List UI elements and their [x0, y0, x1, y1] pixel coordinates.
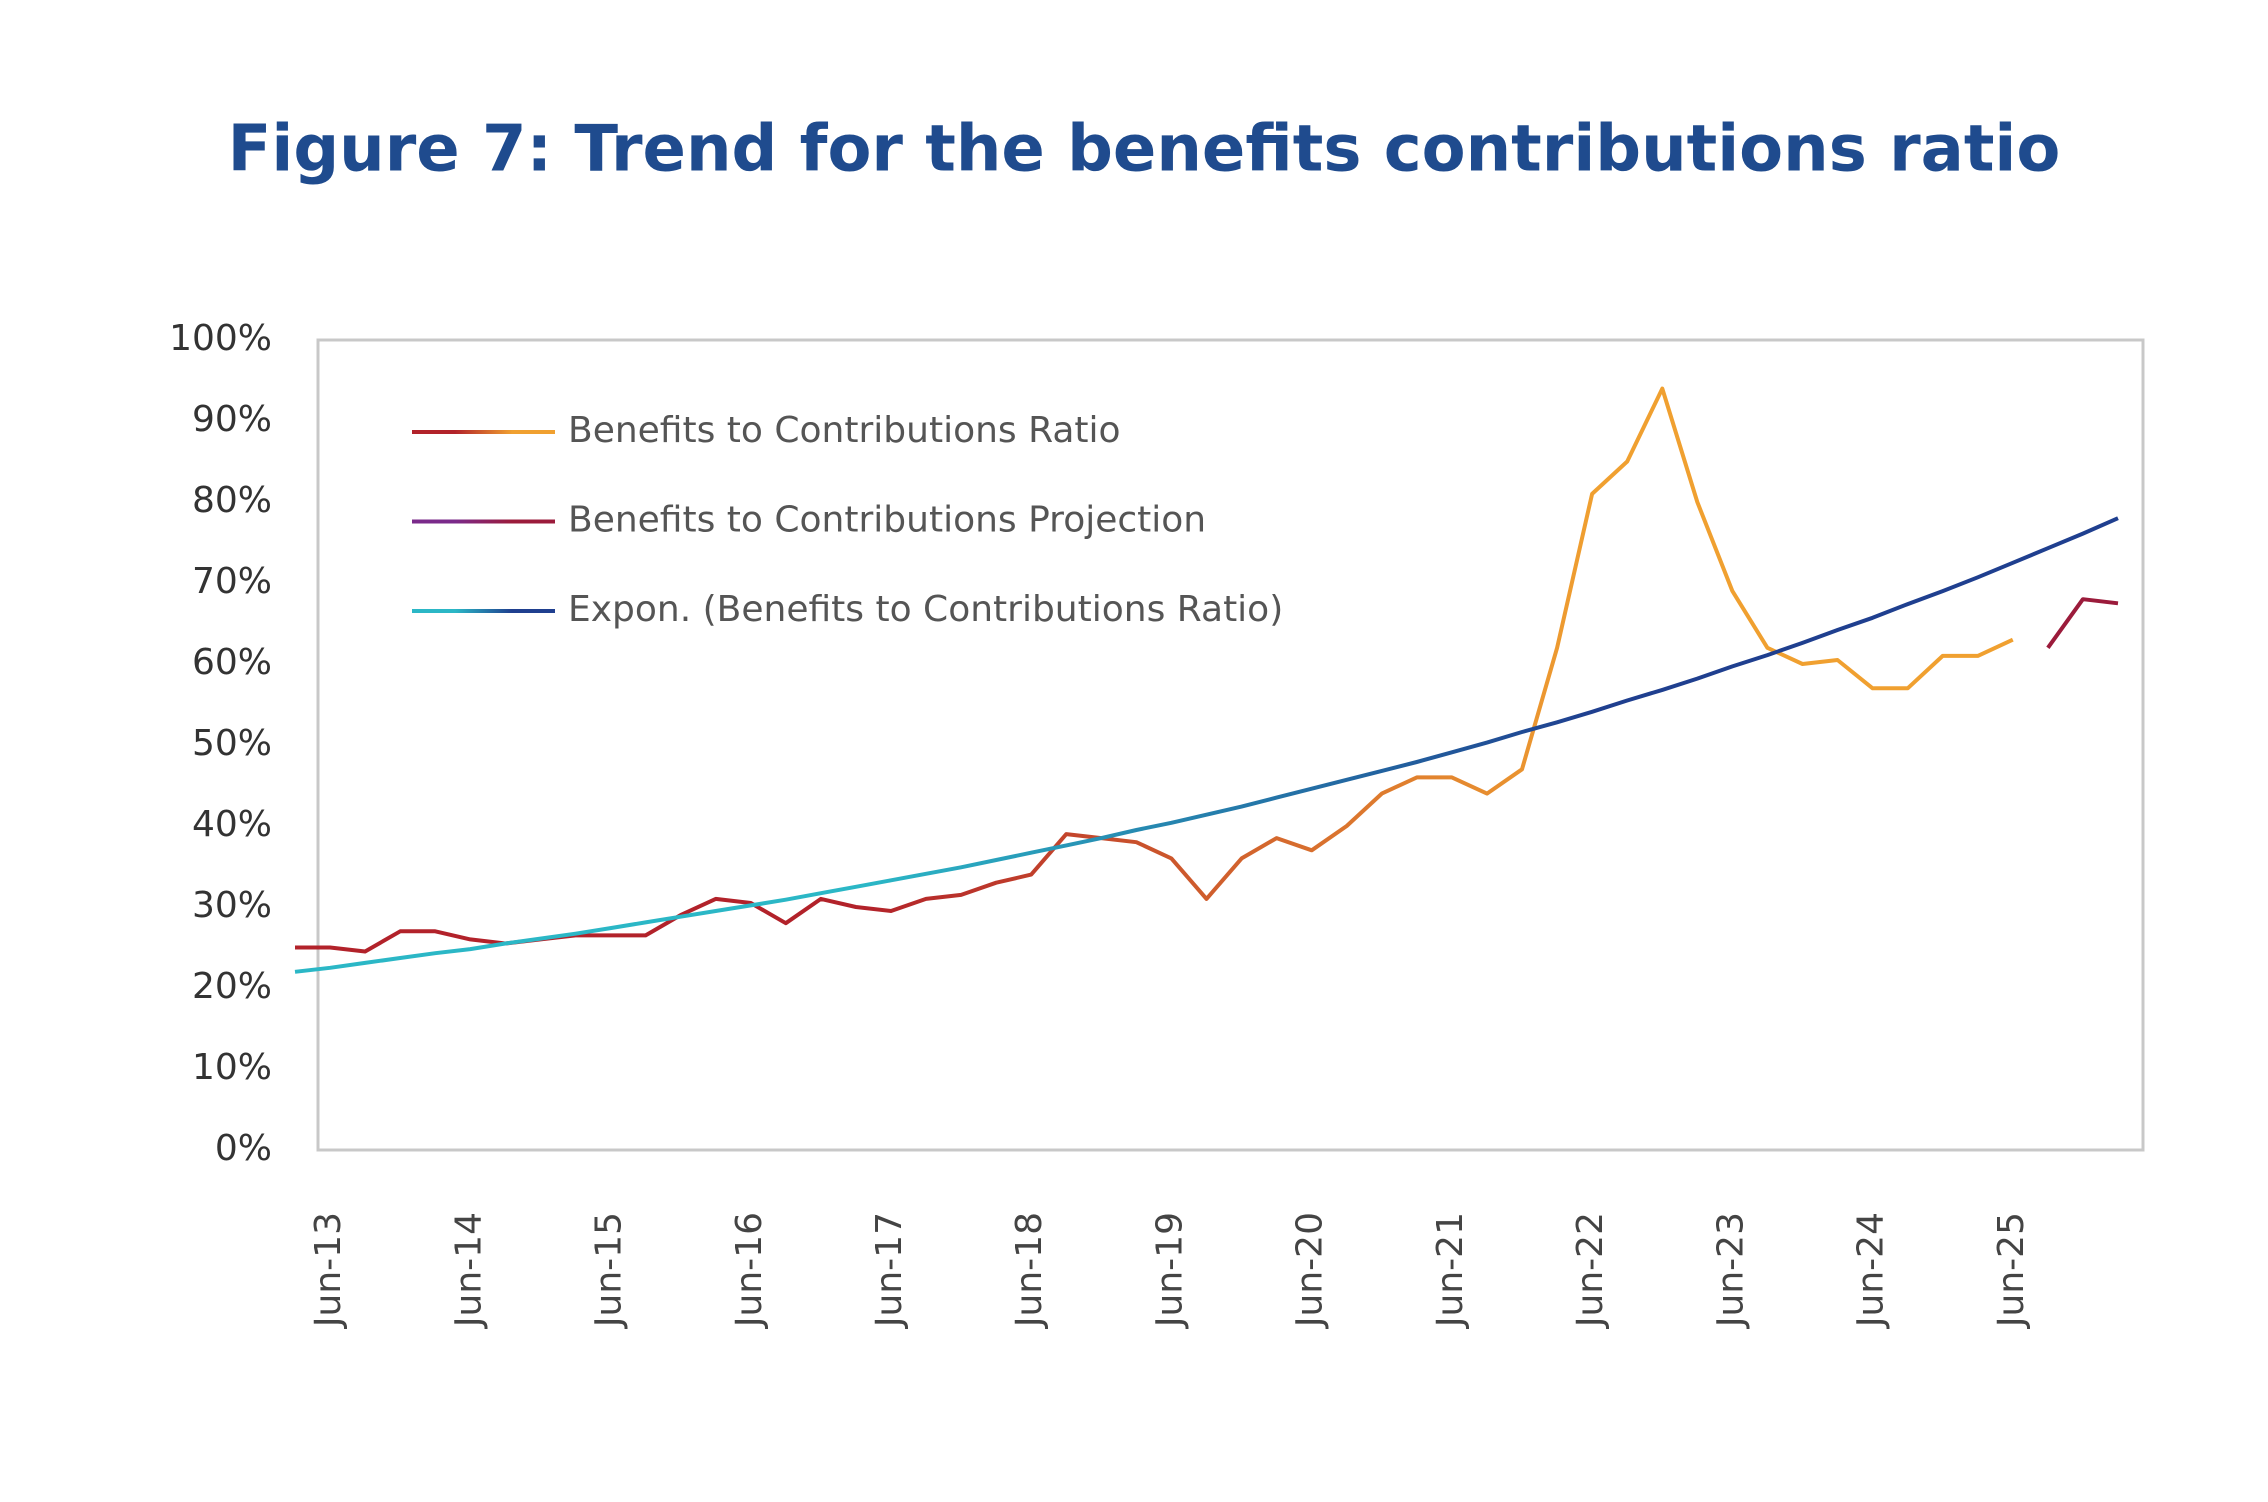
- y-tick-label: 50%: [192, 723, 272, 764]
- series-line: [2046, 597, 2119, 649]
- y-tick-label: 20%: [192, 966, 272, 1007]
- series-line: [294, 516, 2119, 974]
- x-tick-label: Jun-20: [1290, 1212, 1331, 1329]
- y-tick-label: 70%: [192, 561, 272, 602]
- y-tick-label: 60%: [192, 642, 272, 683]
- x-tick-label: Jun-25: [1991, 1212, 2032, 1329]
- x-tick-label: Jun-18: [1009, 1212, 1050, 1329]
- x-tick-label: Jun-23: [1710, 1212, 1751, 1329]
- series-line: [295, 386, 2014, 954]
- y-tick-label: 100%: [169, 318, 272, 359]
- legend-label: Benefits to Contributions Ratio: [568, 410, 1121, 451]
- x-tick-label: Jun-14: [448, 1212, 489, 1329]
- chart-title: Figure 7: Trend for the benefits contrib…: [228, 113, 2061, 187]
- x-tick-label: Jun-22: [1570, 1212, 1611, 1329]
- legend-label: Benefits to Contributions Projection: [568, 500, 1206, 541]
- y-tick-label: 80%: [192, 480, 272, 521]
- legend-swatch: [412, 430, 555, 434]
- x-tick-label: Jun-13: [308, 1212, 349, 1329]
- plot-frame: [316, 338, 2145, 1152]
- x-tick-label: Jun-21: [1430, 1212, 1471, 1329]
- y-tick-label: 30%: [192, 885, 272, 926]
- legend-label: Expon. (Benefits to Contributions Ratio): [568, 589, 1283, 630]
- x-tick-label: Jun-15: [589, 1212, 630, 1329]
- y-tick-label: 10%: [192, 1047, 272, 1088]
- x-tick-label: Jun-17: [869, 1212, 910, 1329]
- y-tick-label: 40%: [192, 804, 272, 845]
- y-tick-label: 0%: [215, 1128, 272, 1169]
- x-tick-label: Jun-16: [729, 1212, 770, 1329]
- x-tick-label: Jun-19: [1149, 1212, 1190, 1329]
- x-tick-label: Jun-24: [1851, 1212, 1892, 1329]
- y-tick-label: 90%: [192, 399, 272, 440]
- legend-swatch: [412, 609, 555, 613]
- legend-swatch: [412, 519, 555, 524]
